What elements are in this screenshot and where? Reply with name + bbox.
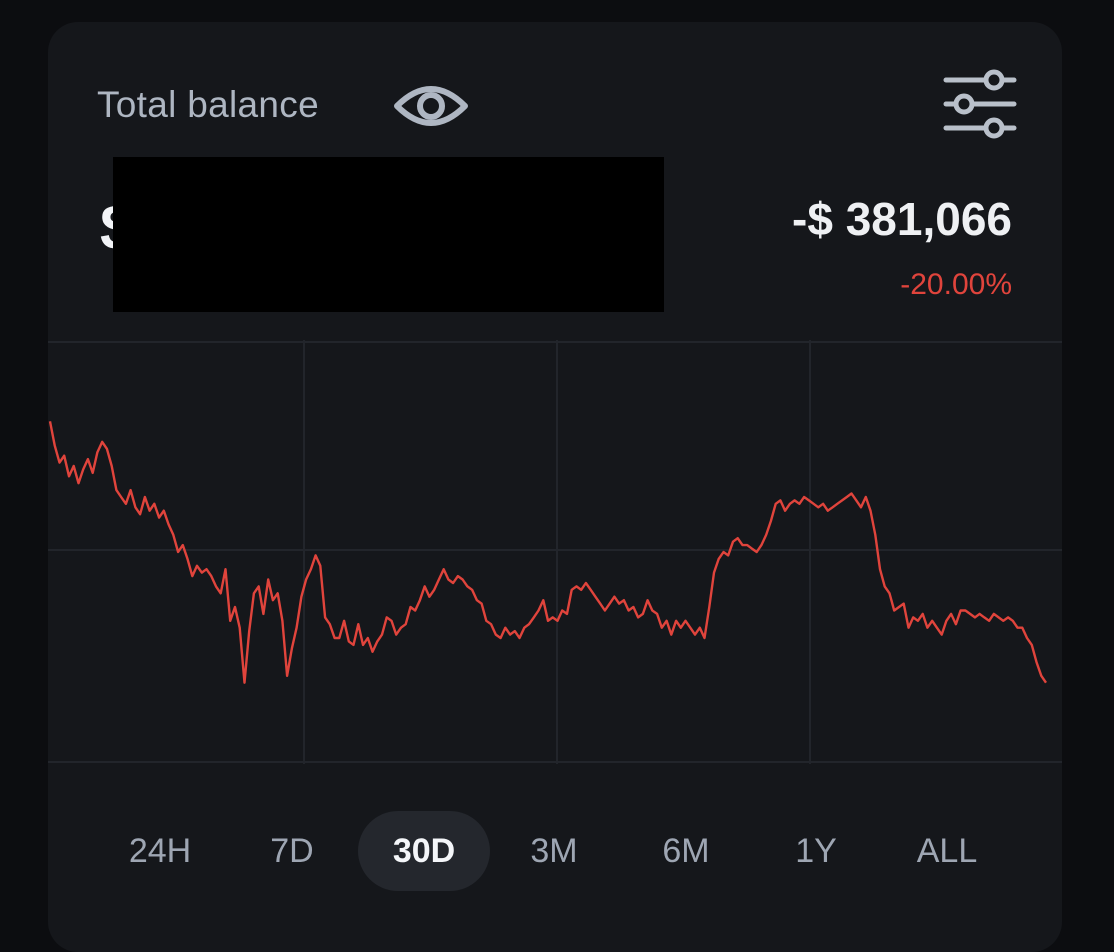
range-option-24h[interactable]: 24H [128,832,192,870]
balance-chart[interactable] [48,340,1062,764]
sliders-icon[interactable] [942,68,1018,140]
range-option-6m[interactable]: 6M [662,832,710,870]
range-option-3m[interactable]: 3M [530,832,578,870]
range-option-all[interactable]: ALL [916,832,978,870]
balance-change-amount: -$ 381,066 [792,193,1012,245]
chart-grid [48,340,1062,764]
chart-series-line [48,421,1047,684]
total-balance-label: Total balance [97,84,319,125]
range-option-7d[interactable]: 7D [270,832,314,870]
eye-icon[interactable] [394,78,468,134]
range-option-30d[interactable]: 30D [358,811,490,891]
balance-change-percent: -20.00% [900,268,1012,301]
time-range-selector: 24H 7D 30D 3M 6M 1Y ALL [48,805,1062,895]
balance-redaction [113,157,664,312]
range-option-1y[interactable]: 1Y [795,832,837,870]
